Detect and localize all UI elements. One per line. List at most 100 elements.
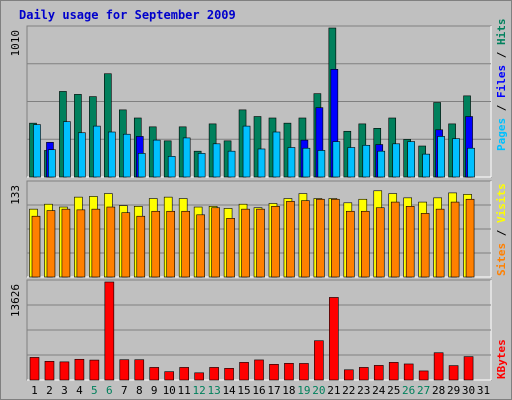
xtick-day-23: 23 (357, 384, 370, 397)
xtick-day-8: 8 (136, 384, 143, 397)
bar-kbytes-day-26 (403, 363, 414, 381)
bar-pages-day-19 (302, 147, 311, 178)
legend-visits: Visits (495, 183, 508, 223)
xtick-day-27: 27 (417, 384, 430, 397)
bar-kbytes-day-15 (239, 362, 249, 381)
bar-pages-day-21 (332, 141, 341, 178)
bar-sites-day-27 (420, 213, 430, 278)
legend-kbytes: KBytes (495, 339, 508, 379)
bar-kbytes-day-11 (179, 367, 189, 381)
legend-panel-2: Sites / Visits (495, 183, 508, 276)
bar-kbytes-day-24 (373, 365, 384, 381)
legend-hits: Hits (495, 19, 508, 46)
bar-kbytes-day-14 (224, 368, 234, 381)
bar-pages-day-23 (362, 144, 371, 178)
xtick-day-3: 3 (61, 384, 68, 397)
xtick-day-14: 14 (222, 384, 236, 397)
bar-sites-day-4 (76, 209, 86, 278)
bar-kbytes-day-8 (134, 359, 145, 381)
xtick-day-21: 21 (327, 384, 340, 397)
bar-sites-day-17 (271, 206, 280, 278)
xtick-day-7: 7 (121, 384, 128, 397)
legend-separator: / (495, 98, 508, 118)
bar-pages-day-2 (48, 149, 56, 178)
xtick-day-13: 13 (207, 384, 220, 397)
xtick-day-25: 25 (387, 384, 400, 397)
chart-title: Daily usage for September 2009 (19, 8, 236, 22)
ylabel-visits-max: 133 (9, 185, 22, 205)
xtick-day-1: 1 (31, 384, 38, 397)
bar-sites-day-22 (346, 210, 355, 278)
bar-kbytes-day-22 (344, 369, 354, 381)
xtick-day-2: 2 (46, 384, 53, 397)
bar-sites-day-14 (226, 218, 235, 278)
bar-pages-day-20 (317, 150, 326, 178)
bar-kbytes-day-19 (299, 363, 309, 381)
bar-pages-day-15 (242, 125, 251, 178)
xtick-day-30: 30 (462, 384, 475, 397)
xtick-day-26: 26 (402, 384, 415, 397)
xtick-day-19: 19 (297, 384, 310, 397)
bar-kbytes-day-27 (418, 370, 429, 381)
bar-kbytes-day-18 (284, 363, 294, 381)
bar-sites-day-5 (91, 208, 101, 278)
xtick-day-12: 12 (193, 384, 206, 397)
bar-pages-day-10 (167, 156, 176, 178)
bar-pages-day-26 (407, 141, 415, 178)
bar-sites-day-1 (31, 215, 41, 278)
bar-kbytes-day-6 (104, 281, 115, 381)
bar-hits-day-16 (253, 116, 262, 178)
bar-pages-day-17 (272, 131, 281, 178)
bar-sites-day-18 (286, 201, 295, 278)
bar-kbytes-day-28 (433, 352, 444, 381)
bar-pages-day-22 (347, 147, 356, 178)
bar-pages-day-14 (227, 150, 236, 178)
bar-kbytes-day-5 (89, 359, 100, 381)
bar-sites-day-13 (211, 207, 220, 278)
xtick-day-31: 31 (477, 384, 490, 397)
bar-sites-day-15 (241, 208, 250, 278)
bar-kbytes-day-13 (209, 367, 219, 381)
legend-panel-1: Pages / Files / Hits (495, 19, 508, 152)
bar-pages-day-27 (422, 153, 430, 178)
xtick-day-16: 16 (252, 384, 265, 397)
bar-kbytes-day-17 (269, 364, 279, 381)
bar-sites-day-20 (316, 198, 325, 278)
bar-hits-day-6 (104, 73, 112, 178)
bar-sites-day-28 (435, 208, 445, 278)
legend-panel-3: KBytes (495, 339, 508, 379)
bar-kbytes-day-10 (164, 371, 175, 381)
xtick-day-5: 5 (91, 384, 98, 397)
bar-kbytes-day-3 (59, 361, 70, 381)
bar-pages-day-28 (437, 136, 445, 178)
xtick-day-10: 10 (163, 384, 176, 397)
xtick-day-9: 9 (151, 384, 158, 397)
bar-pages-day-12 (197, 153, 206, 178)
bar-sites-day-26 (405, 206, 415, 278)
xtick-day-17: 17 (267, 384, 280, 397)
bar-pages-day-16 (257, 148, 266, 178)
bar-kbytes-day-23 (358, 367, 369, 381)
bar-pages-day-4 (78, 132, 86, 178)
legend-files: Files (495, 65, 508, 98)
xtick-day-11: 11 (178, 384, 191, 397)
bar-sites-day-24 (375, 207, 385, 278)
bar-kbytes-day-29 (448, 365, 459, 381)
bar-pages-day-3 (63, 121, 71, 178)
bar-pages-day-5 (93, 125, 101, 178)
ylabel-hits-max: 1010 (9, 30, 22, 57)
bar-pages-day-7 (123, 133, 131, 178)
bar-pages-day-11 (182, 137, 191, 178)
bar-kbytes-day-12 (194, 372, 204, 381)
bar-sites-day-3 (61, 208, 71, 278)
bar-pages-day-9 (152, 139, 161, 178)
xtick-day-15: 15 (237, 384, 250, 397)
bar-sites-day-23 (360, 210, 370, 278)
bar-pages-day-6 (108, 131, 116, 178)
legend-sites: Sites (495, 243, 508, 276)
bar-sites-day-11 (181, 210, 190, 278)
bar-sites-day-29 (450, 201, 460, 278)
bar-kbytes-day-4 (74, 358, 85, 381)
